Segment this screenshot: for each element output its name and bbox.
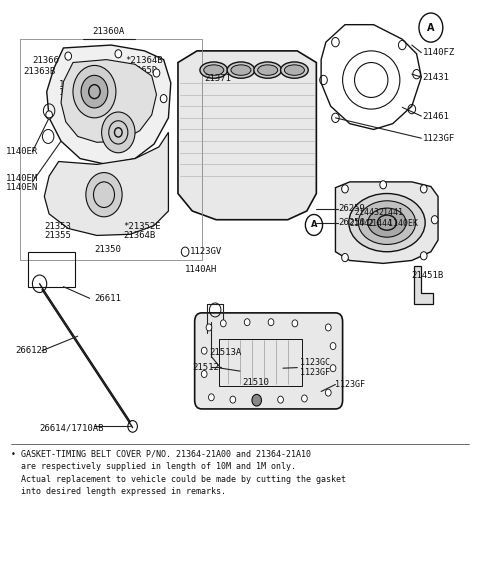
Text: 1123GF: 1123GF [423, 134, 455, 143]
Text: 1123GV: 1123GV [190, 247, 222, 256]
FancyBboxPatch shape [195, 313, 343, 409]
Ellipse shape [281, 62, 308, 78]
Text: *21364B: *21364B [125, 56, 163, 66]
Polygon shape [44, 132, 168, 235]
Text: 1140FZ: 1140FZ [423, 48, 455, 57]
Ellipse shape [359, 201, 416, 245]
Text: 21442: 21442 [350, 219, 375, 228]
Text: 21443: 21443 [355, 208, 380, 217]
Text: 1140AH: 1140AH [185, 264, 217, 274]
Text: 21364B: 21364B [123, 231, 156, 240]
Circle shape [73, 66, 116, 118]
Circle shape [254, 397, 260, 404]
Text: 21441: 21441 [378, 208, 403, 217]
Circle shape [81, 75, 108, 108]
Circle shape [330, 343, 336, 350]
Circle shape [46, 111, 52, 119]
Circle shape [244, 319, 250, 326]
Circle shape [201, 370, 207, 377]
Ellipse shape [284, 65, 304, 75]
Text: 1123GC: 1123GC [300, 358, 330, 367]
Circle shape [278, 396, 283, 403]
Polygon shape [414, 266, 433, 304]
Circle shape [201, 347, 207, 354]
Circle shape [65, 52, 72, 60]
Text: 26614/1710AB: 26614/1710AB [39, 423, 104, 432]
Circle shape [301, 395, 307, 402]
Bar [28, 252, 75, 287]
Text: 21350: 21350 [95, 245, 121, 254]
Text: 1140ER: 1140ER [6, 147, 38, 156]
Circle shape [115, 50, 121, 58]
Circle shape [86, 173, 122, 217]
Circle shape [325, 324, 331, 331]
Text: 21371: 21371 [204, 74, 231, 82]
Circle shape [252, 394, 262, 406]
Text: 21355: 21355 [44, 231, 71, 240]
Circle shape [342, 185, 348, 193]
Text: 1140EN: 1140EN [59, 88, 91, 97]
Circle shape [160, 95, 167, 103]
Text: 21360A: 21360A [93, 27, 125, 36]
Ellipse shape [227, 62, 255, 78]
Text: 21431: 21431 [423, 73, 450, 81]
Ellipse shape [254, 62, 281, 78]
Ellipse shape [258, 65, 278, 75]
Text: 21353: 21353 [44, 222, 71, 230]
Text: 21444: 21444 [367, 219, 392, 228]
Polygon shape [178, 51, 316, 220]
Circle shape [342, 253, 348, 261]
Text: 21512: 21512 [192, 363, 219, 371]
Circle shape [420, 185, 427, 193]
Text: • GASKET-TIMING BELT COVER P/NO. 21364-21A00 and 21364-21A10
  are respectively : • GASKET-TIMING BELT COVER P/NO. 21364-2… [11, 450, 346, 496]
Circle shape [102, 112, 135, 153]
Ellipse shape [231, 65, 251, 75]
Circle shape [206, 324, 212, 331]
Circle shape [432, 216, 438, 224]
Ellipse shape [349, 194, 425, 252]
Text: 1123GF: 1123GF [300, 369, 330, 377]
Text: 21365D: 21365D [125, 66, 158, 75]
Text: 1140EM: 1140EM [59, 80, 91, 88]
Ellipse shape [204, 65, 224, 75]
Text: 26250: 26250 [338, 218, 365, 227]
Bar [21, 39, 202, 260]
Text: 26611: 26611 [95, 294, 121, 303]
Text: 21363B: 21363B [23, 67, 55, 75]
Circle shape [230, 396, 236, 403]
Circle shape [268, 319, 274, 326]
Polygon shape [61, 60, 156, 142]
Bar [218, 339, 302, 386]
Text: 21510: 21510 [242, 378, 269, 387]
Text: *21352E: *21352E [123, 222, 161, 230]
Circle shape [330, 364, 336, 371]
Circle shape [292, 320, 298, 327]
Text: 21451B: 21451B [412, 270, 444, 280]
Text: A: A [427, 23, 434, 33]
Text: 21366: 21366 [33, 56, 60, 66]
Circle shape [325, 389, 331, 396]
Text: A: A [311, 221, 317, 229]
Text: 26259: 26259 [338, 204, 365, 213]
Ellipse shape [368, 208, 406, 237]
Circle shape [380, 181, 386, 189]
Polygon shape [47, 45, 171, 164]
Text: 21461: 21461 [423, 112, 450, 121]
Text: 1123GF: 1123GF [336, 380, 365, 389]
Text: 26612B: 26612B [16, 346, 48, 355]
Text: 1140EN: 1140EN [6, 183, 38, 192]
Text: 21513A: 21513A [209, 347, 241, 356]
Polygon shape [336, 182, 438, 263]
Ellipse shape [200, 62, 228, 78]
Text: 1140EM: 1140EM [6, 174, 38, 183]
Circle shape [420, 252, 427, 260]
Circle shape [220, 320, 226, 327]
Text: 1140EK: 1140EK [388, 219, 418, 228]
Circle shape [153, 69, 160, 77]
Circle shape [208, 394, 214, 401]
